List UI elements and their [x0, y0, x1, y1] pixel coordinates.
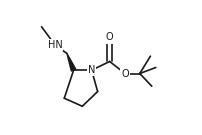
- Text: HN: HN: [47, 40, 62, 50]
- Polygon shape: [67, 53, 76, 71]
- Text: O: O: [106, 32, 114, 42]
- Text: O: O: [121, 69, 129, 79]
- Text: N: N: [88, 65, 95, 75]
